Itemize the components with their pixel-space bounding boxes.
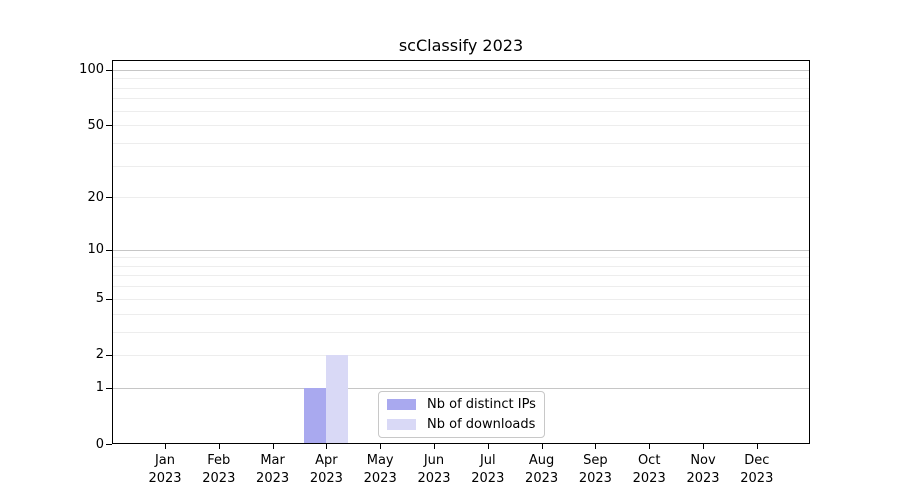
y-tick <box>106 354 112 356</box>
y-tick <box>106 298 112 300</box>
bar-nb-of-downloads <box>326 354 349 443</box>
legend-label-downloads: Nb of downloads <box>427 416 536 432</box>
x-tick <box>326 444 328 449</box>
gridline <box>113 125 809 127</box>
x-tick <box>165 444 166 449</box>
bar-nb-of-distinct-ips <box>304 387 327 443</box>
y-tick-label: 50 <box>87 117 104 133</box>
y-tick-label: 100 <box>79 62 104 78</box>
y-tick <box>106 125 112 127</box>
gridline <box>113 354 809 356</box>
x-tick-label: Jan 2023 <box>148 453 182 486</box>
legend-item-distinct-ips: Nb of distinct IPs <box>387 396 536 413</box>
gridline <box>113 331 809 333</box>
gridline <box>113 387 809 389</box>
x-tick-label: Oct 2023 <box>632 453 666 486</box>
x-tick <box>541 444 543 449</box>
y-tick <box>106 69 112 71</box>
gridline <box>113 298 809 300</box>
x-tick <box>218 444 220 449</box>
x-tick-label: Dec 2023 <box>740 453 774 486</box>
gridline <box>113 275 809 277</box>
y-tick <box>106 197 112 199</box>
gridline <box>113 257 809 259</box>
y-tick-label: 0 <box>95 436 104 452</box>
gridline <box>113 197 809 199</box>
x-tick-label: Apr 2023 <box>309 453 343 486</box>
x-tick-label: Feb 2023 <box>202 453 236 486</box>
gridline <box>113 110 809 112</box>
gridline <box>113 313 809 315</box>
gridline <box>113 87 809 89</box>
gridline <box>113 165 809 167</box>
gridline <box>113 286 809 288</box>
gridline <box>113 98 809 100</box>
legend-swatch-distinct-ips-icon <box>387 399 416 411</box>
gridline <box>113 78 809 80</box>
x-tick-label: Nov 2023 <box>686 453 720 486</box>
x-tick <box>756 444 758 449</box>
legend-label-distinct-ips: Nb of distinct IPs <box>427 397 536 413</box>
x-tick <box>487 444 489 449</box>
x-tick-label: Aug 2023 <box>525 453 559 486</box>
legend-swatch-downloads-icon <box>387 418 416 430</box>
y-tick <box>106 444 112 445</box>
legend-item-downloads: Nb of downloads <box>387 416 536 433</box>
gridline <box>113 265 809 267</box>
gridline <box>113 69 809 71</box>
y-tick-label: 1 <box>95 380 104 396</box>
y-tick-label: 5 <box>95 291 104 307</box>
x-tick <box>272 444 274 449</box>
x-tick-label: Jun 2023 <box>417 453 451 486</box>
y-tick <box>106 249 112 251</box>
x-tick <box>649 444 651 449</box>
x-tick <box>595 444 597 449</box>
legend: Nb of distinct IPs Nb of downloads <box>378 391 545 438</box>
y-tick-label: 20 <box>87 189 104 205</box>
x-tick-label: Mar 2023 <box>256 453 290 486</box>
y-tick <box>106 387 112 389</box>
x-tick <box>434 444 435 449</box>
y-tick-label: 2 <box>95 347 104 363</box>
gridline <box>113 249 809 251</box>
chart-title: scClassify 2023 <box>398 36 524 55</box>
gridline <box>113 142 809 144</box>
x-tick <box>380 444 382 449</box>
x-tick-label: Jul 2023 <box>471 453 505 486</box>
x-tick <box>703 444 704 449</box>
x-tick-label: Sep 2023 <box>578 453 612 486</box>
y-tick-label: 10 <box>87 242 104 258</box>
plot-area <box>112 60 810 444</box>
x-tick-label: May 2023 <box>363 453 397 486</box>
